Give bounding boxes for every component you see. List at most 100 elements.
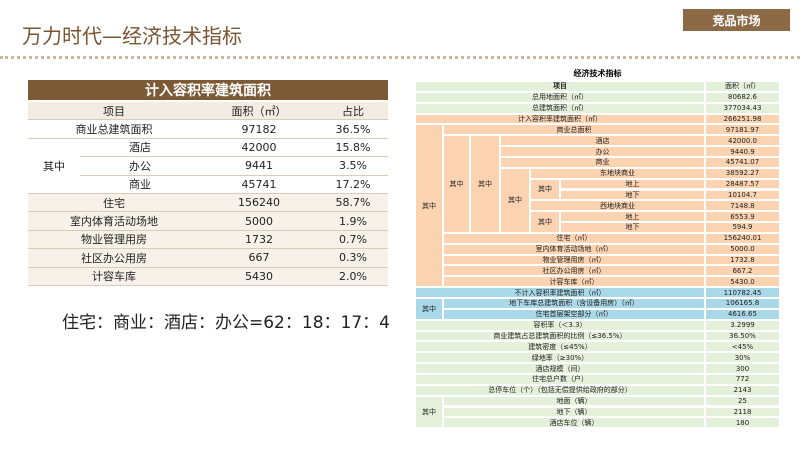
cell-share: 15.8%: [318, 138, 388, 158]
row-value: 7148.8: [705, 200, 780, 212]
column-header: 项目: [28, 102, 200, 121]
row-value: 180: [705, 417, 780, 429]
row-value: 156240.01: [705, 232, 780, 244]
cell-area: 1732: [200, 230, 318, 250]
row-label: 不计入容积率建筑面积（㎡）: [415, 287, 705, 298]
cell-label: 物业管理用房: [28, 230, 200, 250]
cell-share: 2.0%: [318, 267, 388, 286]
cell-area: 42000: [200, 138, 318, 158]
group-label: 其中: [470, 135, 500, 233]
row-value: 300: [705, 363, 780, 374]
cell-area: 97182: [200, 120, 318, 139]
row-label: 商业总面积: [443, 124, 705, 136]
cell-area: 5430: [200, 267, 318, 286]
row-value: 667.2: [705, 265, 780, 277]
divider: [0, 56, 800, 59]
row-value: 2143: [705, 384, 780, 396]
row-label: 东地块商业: [530, 167, 705, 179]
row-label: 西地块商业: [530, 200, 705, 212]
row-label: 容积率（＜3.3）: [415, 319, 705, 331]
row-label: 酒店规模（间）: [415, 363, 705, 374]
row-label: 建筑密度（≤45%）: [415, 341, 705, 353]
row-value: 10104.7: [705, 189, 780, 201]
cell-share: 0.7%: [318, 230, 388, 250]
cell-label: 商业: [80, 175, 200, 194]
group-label: 其中: [443, 135, 470, 233]
row-label: 计入容积率建筑面积（㎡）: [415, 113, 705, 125]
row-value: 面积（㎡）: [705, 81, 780, 92]
row-value: 594.9: [705, 222, 780, 233]
row-label: 酒店车位（辆）: [443, 417, 705, 429]
group-label: 其中: [28, 138, 80, 194]
row-value: 377034.43: [705, 102, 780, 114]
row-label: 地上: [560, 211, 705, 223]
row-label: 住宅首层架空部分（㎡）: [443, 308, 705, 320]
cell-label: 住宅: [28, 194, 200, 213]
ratio-text: 住宅：商业：酒店：办公=62：18：17：4: [62, 313, 390, 333]
cell-area: 9441: [200, 157, 318, 176]
row-label: 室内体育活动场地（㎡）: [443, 243, 705, 255]
row-value: 97181.97: [705, 124, 780, 136]
section-badge: 竞品市场: [683, 9, 790, 31]
group-label: 其中: [415, 298, 443, 320]
cell-share: 36.5%: [318, 120, 388, 139]
cell-share: 3.5%: [318, 157, 388, 176]
column-header: 占比: [318, 102, 388, 121]
cell-area: 45741: [200, 175, 318, 194]
row-value: 38592.27: [705, 167, 780, 179]
row-value: 30%: [705, 352, 780, 364]
row-value: 80682.6: [705, 91, 780, 103]
row-value: 3.2999: [705, 319, 780, 331]
table-title: 经济技术指标: [573, 69, 622, 78]
group-label: 其中: [415, 124, 443, 288]
group-label: 其中: [500, 167, 530, 233]
row-label: 地下: [560, 189, 705, 201]
column-header: 面积（㎡）: [200, 102, 318, 121]
row-label: 酒店: [500, 135, 705, 147]
row-label: 总用地面积（㎡）: [415, 91, 705, 103]
row-label: 绿地率（≥30%）: [415, 352, 705, 364]
row-value: 36.50%: [705, 330, 780, 342]
cell-label: 社区办公用房: [28, 249, 200, 268]
row-label: 商业建筑占总建筑面积的比例（≤36.5%）: [415, 330, 705, 342]
row-value: 1732.8: [705, 254, 780, 266]
row-label: 总建筑面积（㎡）: [415, 102, 705, 114]
row-value: <45%: [705, 341, 780, 353]
cell-label: 计容车库: [28, 267, 200, 286]
row-label: 地下: [560, 222, 705, 233]
row-label: 地下（辆）: [443, 406, 705, 418]
row-label: 地上: [560, 178, 705, 190]
cell-label: 办公: [80, 157, 200, 176]
group-label: 其中: [415, 395, 443, 429]
cell-share: 17.2%: [318, 175, 388, 194]
cell-label: 室内体育活动场地: [28, 212, 200, 231]
page-title: 万力时代—经济技术指标: [22, 24, 242, 48]
cell-label: 酒店: [80, 138, 200, 158]
row-value: 5430.0: [705, 276, 780, 288]
cell-label: 商业总建筑面积: [28, 120, 200, 139]
row-value: 110782.45: [705, 287, 780, 298]
cell-share: 1.9%: [318, 212, 388, 231]
row-value: 28487.57: [705, 178, 780, 190]
row-label: 住宅（㎡）: [443, 232, 705, 244]
row-label: 地下车库总建筑面积（含设备用房）（㎡）: [443, 298, 705, 309]
row-value: 25: [705, 395, 780, 407]
row-label: 项目: [415, 81, 705, 92]
row-value: 42000.0: [705, 135, 780, 147]
row-value: 4616.65: [705, 308, 780, 320]
group-label: 其中: [530, 211, 560, 233]
row-label: 物业管理用房（㎡）: [443, 254, 705, 266]
row-value: 106165.8: [705, 298, 780, 309]
cell-area: 5000: [200, 212, 318, 231]
row-value: 6553.9: [705, 211, 780, 223]
cell-area: 667: [200, 249, 318, 268]
row-label: 计容车库（㎡）: [443, 276, 705, 288]
cell-area: 156240: [200, 194, 318, 213]
cell-share: 58.7%: [318, 194, 388, 213]
row-value: 45741.07: [705, 156, 780, 168]
row-label: 总停车位（个）（包括无偿提供给政府的部分）: [415, 384, 705, 396]
cell-share: 0.3%: [318, 249, 388, 268]
row-value: 266251.98: [705, 113, 780, 125]
table-title: 计入容积率建筑面积: [28, 80, 388, 100]
